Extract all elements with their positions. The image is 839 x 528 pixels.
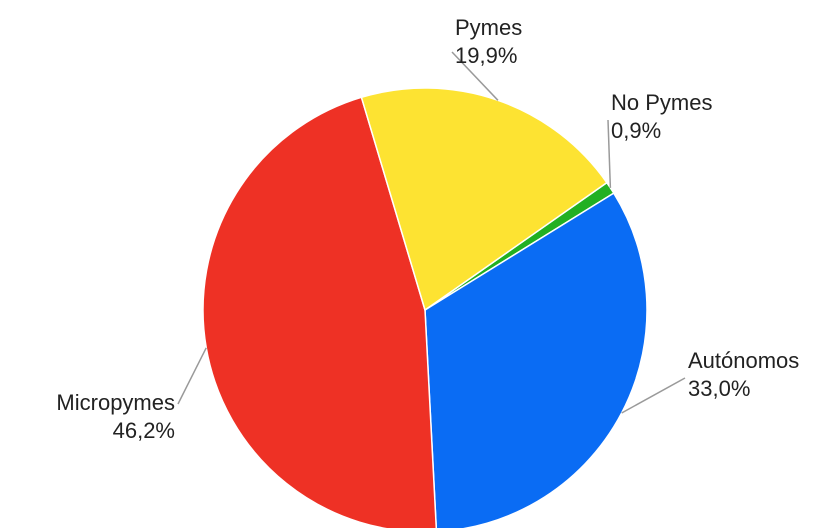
- pie-slice-autonomos: [424, 192, 648, 528]
- slice-label-micropymes: Micropymes: [56, 390, 175, 415]
- slice-value-autonomos: 33,0%: [688, 376, 750, 401]
- slice-value-no-pymes: 0,9%: [611, 118, 661, 143]
- slice-value-micropymes: 46,2%: [113, 418, 175, 443]
- slice-label-autonomos: Autónomos: [688, 348, 799, 373]
- pie-labels: No Pymes 0,9% Autónomos 33,0% Micropymes 46,2…: [56, 15, 799, 443]
- leader-line-no-pymes: [607, 119, 612, 188]
- slice-label-no-pymes: No Pymes: [611, 90, 712, 115]
- leader-line-pymes: [451, 51, 499, 101]
- pie-slice-pymes: [360, 87, 608, 312]
- leader-line-micropymes: [177, 347, 207, 405]
- leader-line-autonomos: [621, 377, 686, 414]
- slice-label-pymes: Pymes: [455, 15, 522, 40]
- pie-slices: [202, 87, 648, 528]
- slice-value-pymes: 19,9%: [455, 43, 517, 68]
